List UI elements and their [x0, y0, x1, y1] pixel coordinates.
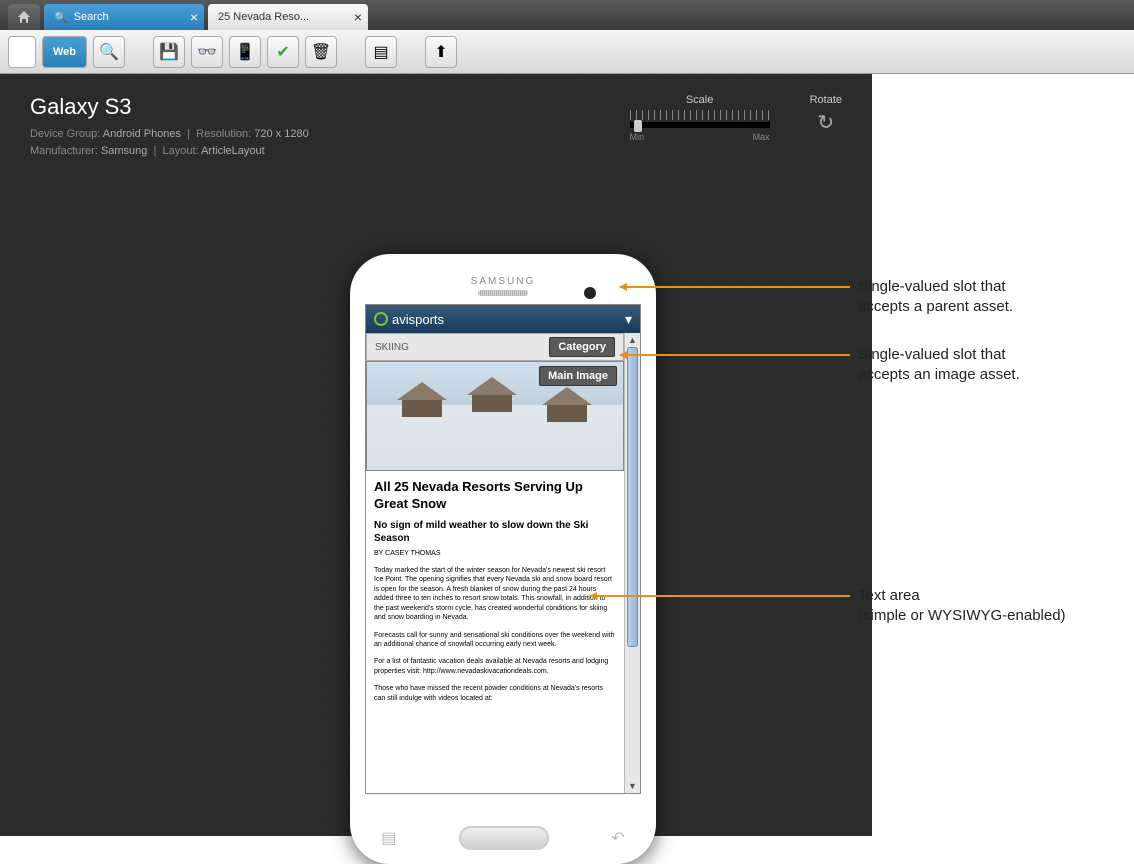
scrollbar[interactable]: ▲ ▼ — [624, 333, 640, 793]
rotate-label: Rotate — [810, 94, 842, 106]
app-header: avisports ▾ — [366, 305, 640, 333]
scroll-thumb[interactable] — [627, 347, 638, 647]
search-tab[interactable]: 🔍 Search × — [44, 4, 204, 30]
chevron-down-icon: ▾ — [625, 311, 632, 327]
article-paragraph: Those who have missed the recent powder … — [374, 684, 616, 703]
resolution-value: 720 x 1280 — [254, 128, 308, 140]
search-button[interactable]: 🔍 — [93, 36, 125, 68]
layout-value: ArticleLayout — [201, 145, 265, 157]
export-icon: ⬆ — [434, 42, 447, 62]
phone-nav: ▤ ↶ — [350, 826, 656, 850]
category-slot-label: Category — [549, 337, 615, 357]
device-controls: Scale Min Max Rotate ↻ — [630, 94, 842, 159]
category-text: SKIING — [375, 342, 409, 353]
back-key[interactable]: ↶ — [611, 828, 624, 848]
devices-icon: 📱 — [235, 42, 255, 62]
device-meta: Device Group: Android Phones | Resolutio… — [30, 126, 309, 159]
annotation-text: Text area(simple or WYSIWYG-enabled) — [858, 586, 1066, 625]
scale-label: Scale — [630, 94, 770, 106]
search-icon: 🔍 — [54, 11, 68, 24]
scale-slider[interactable] — [630, 110, 770, 130]
main-image-slot-label: Main Image — [539, 366, 617, 386]
annotation-text: Single-valued slot thataccepts an image … — [858, 345, 1020, 384]
annotation-text: Single-valued slot thataccepts a parent … — [858, 277, 1013, 316]
category-slot[interactable]: SKIING Category — [366, 333, 624, 361]
group-label: Device Group: — [30, 128, 100, 140]
devices-button[interactable]: 📱 — [229, 36, 261, 68]
home-tab[interactable] — [8, 4, 40, 30]
article-subhead: No sign of mild weather to slow down the… — [374, 519, 616, 545]
web-label: Web — [53, 46, 76, 58]
toolbar: Web 🔍 💾 👓 📱 ✔ 🗑 ▤ ⬆ — [0, 30, 1134, 74]
scroll-down-icon[interactable]: ▼ — [628, 781, 637, 791]
check-icon: ✔ — [276, 42, 289, 62]
article-paragraph: Today marked the start of the winter sea… — [374, 566, 616, 623]
app-logo[interactable]: avisports — [374, 312, 444, 327]
search-tab-label: Search — [74, 11, 109, 23]
rotate-control: Rotate ↻ — [810, 94, 842, 135]
layout-button[interactable]: ▤ — [365, 36, 397, 68]
layout-label: Layout: — [163, 145, 199, 157]
device-title: Galaxy S3 — [30, 94, 309, 120]
phone-speaker — [478, 290, 528, 296]
article-text-area[interactable]: All 25 Nevada Resorts Serving Up Great S… — [366, 471, 624, 719]
device-header: Galaxy S3 Device Group: Android Phones |… — [0, 74, 872, 169]
home-key[interactable] — [459, 826, 549, 850]
app-name: avisports — [392, 312, 444, 327]
home-icon — [16, 9, 32, 25]
scale-control: Scale Min Max — [630, 94, 770, 142]
close-icon[interactable]: × — [354, 9, 362, 25]
magnifier-icon: 🔍 — [99, 42, 119, 62]
phone-screen: avisports ▾ ▲ ▼ SKIING Category — [365, 304, 641, 794]
export-button[interactable]: ⬆ — [425, 36, 457, 68]
blank-button[interactable] — [8, 36, 36, 68]
scale-max: Max — [753, 132, 770, 142]
article-paragraph: For a list of fantastic vacation deals a… — [374, 657, 616, 676]
article-headline: All 25 Nevada Resorts Serving Up Great S… — [374, 479, 616, 513]
menu-key[interactable]: ▤ — [381, 828, 396, 848]
scroll-up-icon[interactable]: ▲ — [628, 335, 637, 345]
phone-camera — [584, 287, 596, 299]
save-button[interactable]: 💾 — [153, 36, 185, 68]
layout-icon: ▤ — [373, 42, 388, 62]
device-frame: SAMSUNG avisports ▾ ▲ ▼ SKIING — [350, 254, 656, 864]
manufacturer-label: Manufacturer: — [30, 145, 98, 157]
tab-bar: 🔍 Search × 25 Nevada Reso... × — [0, 0, 1134, 30]
scale-min: Min — [630, 132, 645, 142]
workspace: Galaxy S3 Device Group: Android Phones |… — [0, 74, 872, 836]
scale-thumb[interactable] — [634, 120, 642, 132]
close-icon[interactable]: × — [190, 9, 198, 25]
logo-icon — [374, 312, 388, 326]
preview-button[interactable]: 👓 — [191, 36, 223, 68]
binoculars-icon: 👓 — [197, 42, 217, 62]
approve-button[interactable]: ✔ — [267, 36, 299, 68]
trash-icon: 🗑 — [311, 42, 331, 62]
main-image-slot[interactable]: Main Image — [366, 361, 624, 471]
active-tab[interactable]: 25 Nevada Reso... × — [208, 4, 368, 30]
rotate-button[interactable]: ↻ — [810, 110, 842, 135]
web-mode-button[interactable]: Web — [42, 36, 87, 68]
save-icon: 💾 — [159, 42, 179, 62]
phone-brand: SAMSUNG — [350, 276, 656, 287]
article-byline: BY CASEY THOMAS — [374, 549, 616, 558]
manufacturer-value: Samsung — [101, 145, 147, 157]
app-menu-button[interactable]: ▾ — [625, 311, 632, 328]
delete-button[interactable]: 🗑 — [305, 36, 337, 68]
resolution-label: Resolution: — [196, 128, 251, 140]
article-paragraph: Forecasts call for sunny and sensational… — [374, 631, 616, 650]
active-tab-label: 25 Nevada Reso... — [218, 11, 309, 23]
group-value: Android Phones — [103, 128, 181, 140]
content-area: SKIING Category Main Image All 25 Nevada… — [366, 333, 624, 793]
